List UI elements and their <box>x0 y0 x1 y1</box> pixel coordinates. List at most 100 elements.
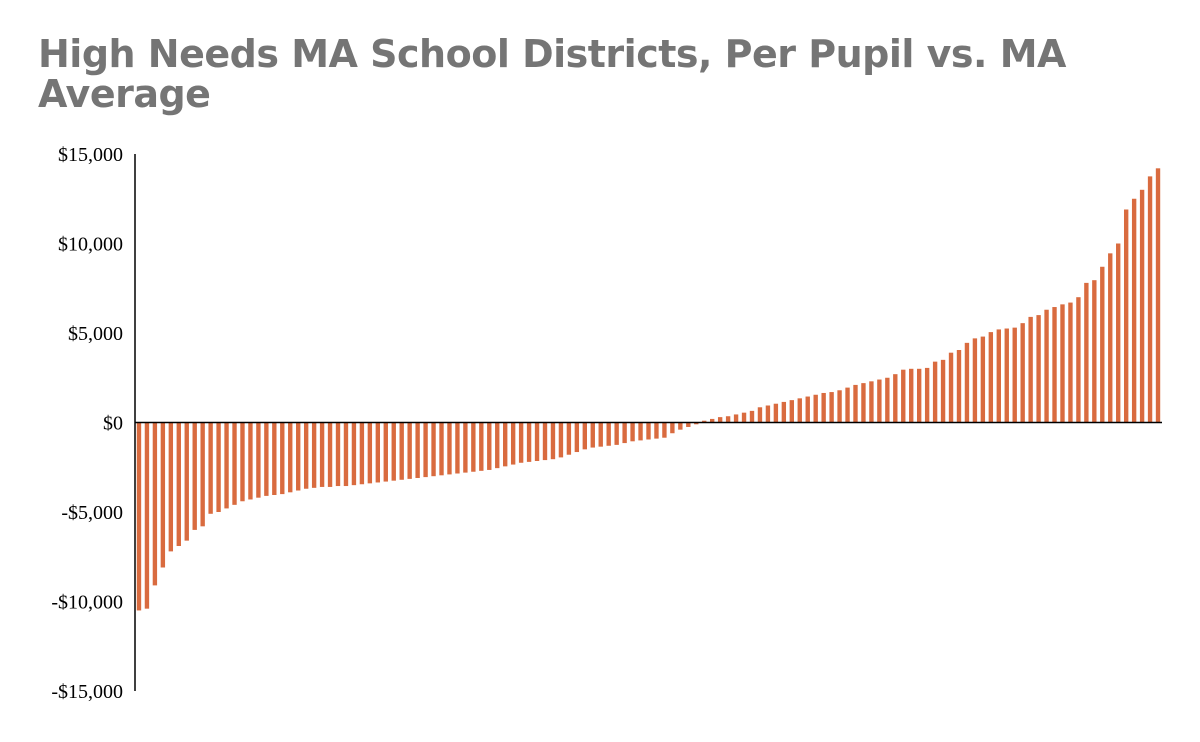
bar <box>367 422 373 484</box>
y-tick-label: $0 <box>103 413 123 435</box>
bar <box>439 422 444 476</box>
bar <box>845 387 850 423</box>
bar <box>988 332 994 423</box>
bar <box>630 422 635 442</box>
bar <box>972 338 978 423</box>
bar <box>311 422 317 488</box>
bar <box>1147 176 1153 423</box>
bar <box>670 422 675 434</box>
bar <box>152 422 158 586</box>
bar <box>741 412 747 423</box>
bar <box>1020 323 1025 423</box>
bar <box>288 422 293 493</box>
bar <box>964 342 970 423</box>
bar <box>479 422 484 471</box>
bar <box>1092 280 1097 423</box>
bar <box>940 359 946 423</box>
bar <box>885 377 890 423</box>
bar <box>606 422 611 446</box>
bar <box>495 422 500 469</box>
y-tick-label: -$10,000 <box>51 592 123 614</box>
bar <box>447 422 452 475</box>
bar <box>503 422 508 467</box>
bar <box>813 394 818 423</box>
bar <box>510 422 516 465</box>
bar <box>924 367 930 423</box>
bar <box>1139 189 1145 423</box>
bar <box>487 422 492 470</box>
bar <box>996 329 1001 423</box>
bar <box>773 403 779 423</box>
bar <box>646 422 651 440</box>
bar <box>558 422 564 458</box>
bar <box>526 422 532 462</box>
bar <box>192 422 197 530</box>
bar <box>781 401 787 423</box>
bar <box>566 422 572 455</box>
bar <box>869 381 874 423</box>
bar <box>686 422 691 427</box>
bar <box>757 407 763 423</box>
bar <box>861 383 866 423</box>
bar <box>789 400 794 423</box>
bar <box>1028 316 1033 423</box>
bar <box>383 422 388 482</box>
bar <box>932 361 938 423</box>
bar <box>1100 266 1105 423</box>
bar <box>702 420 707 423</box>
bar <box>853 384 858 423</box>
bar <box>399 422 404 480</box>
bar <box>622 422 627 444</box>
bar <box>534 422 540 461</box>
bar <box>431 422 436 477</box>
bar <box>956 350 962 423</box>
bar <box>303 422 309 489</box>
bar <box>1084 282 1089 423</box>
bar <box>144 422 150 609</box>
bar <box>351 422 357 486</box>
bar <box>176 422 181 547</box>
bar <box>749 410 755 423</box>
bar <box>1052 307 1057 423</box>
bar <box>256 422 261 498</box>
bar <box>821 392 826 423</box>
bar <box>901 369 906 423</box>
bar <box>678 422 683 430</box>
bar <box>638 422 643 441</box>
bar <box>574 422 580 453</box>
bar <box>1060 304 1065 423</box>
bar <box>216 422 221 512</box>
bar <box>1123 209 1129 423</box>
bar <box>343 422 349 487</box>
y-tick-label: $5,000 <box>68 323 123 345</box>
bar <box>980 336 986 423</box>
y-tick-label: $15,000 <box>58 144 123 166</box>
bar <box>359 422 365 485</box>
bar <box>829 392 834 423</box>
bar <box>375 422 381 483</box>
bar <box>248 422 253 500</box>
bar <box>272 422 277 495</box>
bar <box>407 422 412 479</box>
bar <box>598 422 603 447</box>
bar <box>136 422 142 611</box>
bar <box>590 422 595 448</box>
bar <box>909 368 914 423</box>
bar <box>893 374 898 423</box>
bar <box>877 379 882 423</box>
bar <box>582 422 587 450</box>
bar <box>710 418 715 423</box>
bar <box>208 422 213 514</box>
bar <box>662 422 667 438</box>
bar <box>327 422 333 487</box>
bar <box>1116 243 1121 423</box>
bar <box>1076 297 1081 423</box>
bar <box>1036 315 1041 423</box>
bar <box>717 417 723 423</box>
bar <box>550 422 556 460</box>
bar <box>415 422 420 478</box>
bar <box>654 422 659 439</box>
bar <box>423 422 428 478</box>
bar <box>614 422 619 445</box>
